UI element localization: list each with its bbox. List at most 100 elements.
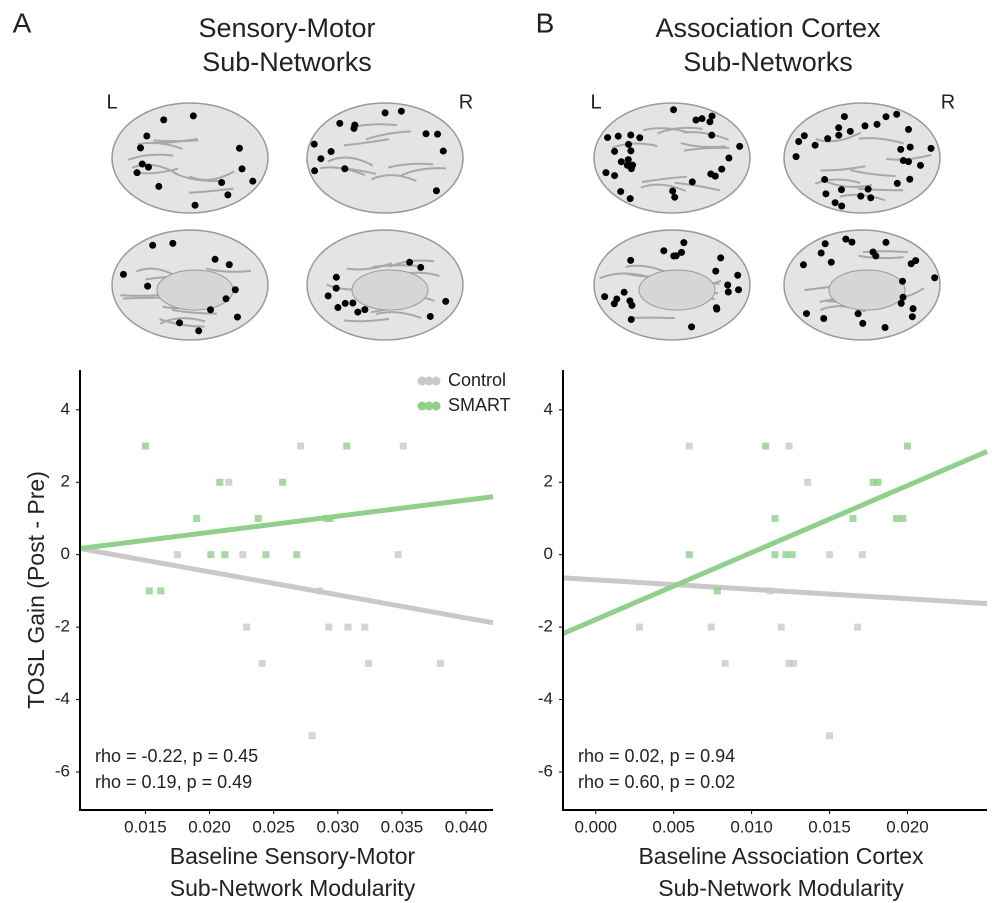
x-tick-label: 0.025 [252, 817, 295, 836]
point [343, 442, 351, 450]
node-dot [327, 148, 335, 156]
node-dot [893, 179, 901, 187]
point [225, 478, 233, 486]
node-dot [670, 106, 678, 114]
node-dot [859, 319, 867, 327]
fit-line [79, 546, 494, 626]
point [145, 587, 153, 595]
brain-fold [642, 127, 689, 134]
point [826, 732, 834, 740]
node-dot [143, 132, 151, 140]
x-tick-label: 0.030 [317, 817, 360, 836]
node-dot [908, 313, 916, 321]
panel-label: A [13, 7, 32, 38]
hemisphere-label: R [459, 91, 473, 113]
node-dot [176, 319, 184, 327]
node-dot [692, 116, 700, 124]
annotation: rho = -0.22, p = 0.45 [95, 746, 258, 766]
node-dot [712, 267, 720, 275]
node-dot [864, 185, 872, 193]
node-dot [838, 202, 846, 210]
node-dot [678, 248, 686, 256]
node-dot [422, 130, 430, 138]
node-dot [361, 306, 369, 314]
node-dot [671, 193, 679, 201]
x-axis-label: Baseline Association Cortex [638, 843, 924, 869]
legend-marker [431, 376, 441, 386]
point [365, 659, 373, 667]
chart-title: Sub-Networks [202, 47, 372, 77]
point [826, 551, 834, 559]
node-dot [827, 258, 835, 266]
node-dot [249, 177, 257, 185]
brain-fold [188, 187, 234, 194]
y-tick-label: -6 [55, 761, 70, 780]
node-dot [627, 256, 635, 264]
node-dot [144, 282, 152, 290]
point [297, 442, 305, 450]
node-dot [872, 252, 880, 260]
node-dot [354, 308, 362, 316]
panel-label: B [536, 7, 555, 38]
node-dot [906, 143, 914, 151]
node-dot [332, 273, 340, 281]
point [216, 478, 224, 486]
brain [783, 102, 941, 214]
point [874, 478, 882, 486]
hemisphere-label: L [590, 91, 601, 113]
y-tick-label: 0 [544, 544, 553, 563]
node-dot [735, 286, 743, 294]
brain-fold [188, 170, 235, 181]
brain-fold [131, 163, 178, 175]
node-dot [334, 304, 342, 312]
brain-medial [638, 269, 716, 311]
node-dot [899, 293, 907, 301]
x-tick-label: 0.000 [574, 817, 617, 836]
point [239, 551, 247, 559]
y-tick-label: -2 [538, 617, 553, 636]
brain-fold [127, 153, 174, 161]
brain-fold [820, 165, 866, 172]
axes [562, 370, 987, 811]
node-dot [821, 175, 829, 183]
node-dot [627, 316, 635, 324]
x-tick-label: 0.020 [886, 817, 929, 836]
point [254, 514, 262, 522]
node-dot [842, 235, 850, 243]
node-dot [406, 258, 414, 266]
node-dot [848, 238, 856, 246]
node-dot [611, 172, 619, 180]
node-dot [854, 310, 862, 318]
y-tick-label: -4 [538, 689, 553, 708]
brain-fold [850, 169, 896, 178]
node-dot [835, 131, 843, 139]
node-dot [417, 263, 425, 271]
y-tick-label: 2 [61, 472, 70, 491]
fit-line [79, 494, 494, 552]
point [685, 442, 693, 450]
point [344, 623, 352, 631]
y-tick-label: -4 [55, 689, 70, 708]
point [771, 514, 779, 522]
point [221, 551, 229, 559]
node-dot [218, 179, 226, 187]
node-dot [426, 312, 434, 320]
point [308, 732, 316, 740]
node-dot [724, 281, 732, 289]
brain [593, 102, 751, 214]
node-dot [119, 270, 127, 278]
point [394, 551, 402, 559]
brain-fold [611, 142, 658, 149]
node-dot [602, 169, 610, 177]
point [854, 623, 862, 631]
point [243, 623, 251, 631]
point [849, 514, 857, 522]
axes [79, 370, 493, 811]
node-dot [799, 261, 807, 269]
point [399, 442, 407, 450]
y-tick-label: 2 [544, 472, 553, 491]
brain-fold [683, 146, 730, 152]
hemisphere-label: L [106, 91, 117, 113]
chart-title: Association Cortex [655, 13, 881, 43]
brain-fold [159, 317, 206, 325]
